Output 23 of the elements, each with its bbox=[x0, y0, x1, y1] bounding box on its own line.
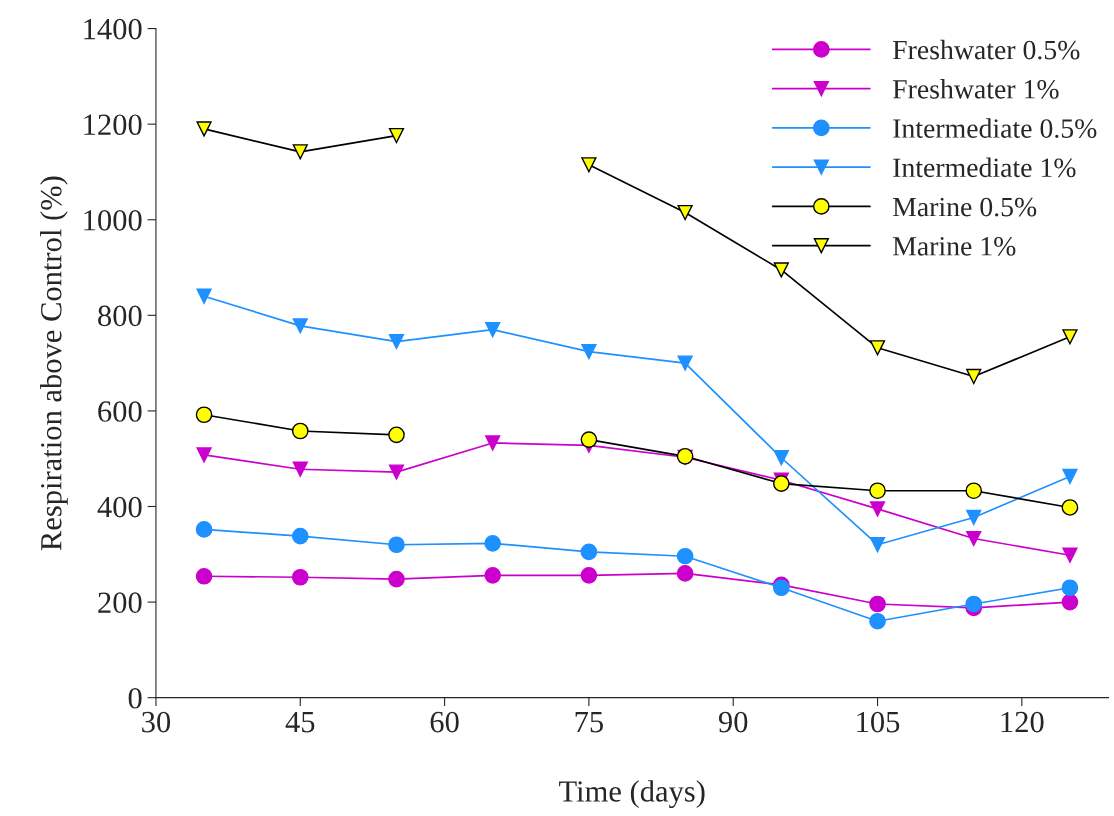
legend-label: Marine 1% bbox=[892, 236, 1016, 256]
x-axis-title: Time (days) bbox=[559, 780, 705, 809]
legend-label: Freshwater 0.5% bbox=[892, 39, 1080, 60]
y-tick-label: 1400 bbox=[84, 18, 142, 40]
x-tick-label: 105 bbox=[857, 711, 900, 733]
y-tick-label: 600 bbox=[98, 401, 142, 422]
y-tick-label: 1000 bbox=[84, 210, 142, 231]
y-tick-label: 0 bbox=[128, 687, 142, 709]
x-tick-label: 90 bbox=[718, 711, 748, 733]
x-tick-label: 60 bbox=[430, 711, 459, 733]
y-tick-label: 400 bbox=[97, 496, 142, 518]
x-tick-label: 120 bbox=[1001, 711, 1044, 733]
legend-label: Intermediate 1% bbox=[893, 157, 1076, 178]
y-tick-label: 1200 bbox=[84, 114, 142, 136]
y-tick-label: 200 bbox=[98, 592, 142, 613]
x-tick-label: 45 bbox=[285, 711, 315, 733]
y-tick-label: 800 bbox=[98, 305, 142, 327]
legend-label: Marine 0.5% bbox=[892, 197, 1037, 217]
y-axis-title: Respiration above Control (%) bbox=[40, 176, 68, 551]
x-tick-label: 75 bbox=[575, 712, 603, 733]
legend-label: Freshwater 1% bbox=[892, 79, 1059, 99]
x-tick-label: 30 bbox=[142, 711, 171, 733]
legend-label: Intermediate 0.5% bbox=[893, 118, 1097, 139]
